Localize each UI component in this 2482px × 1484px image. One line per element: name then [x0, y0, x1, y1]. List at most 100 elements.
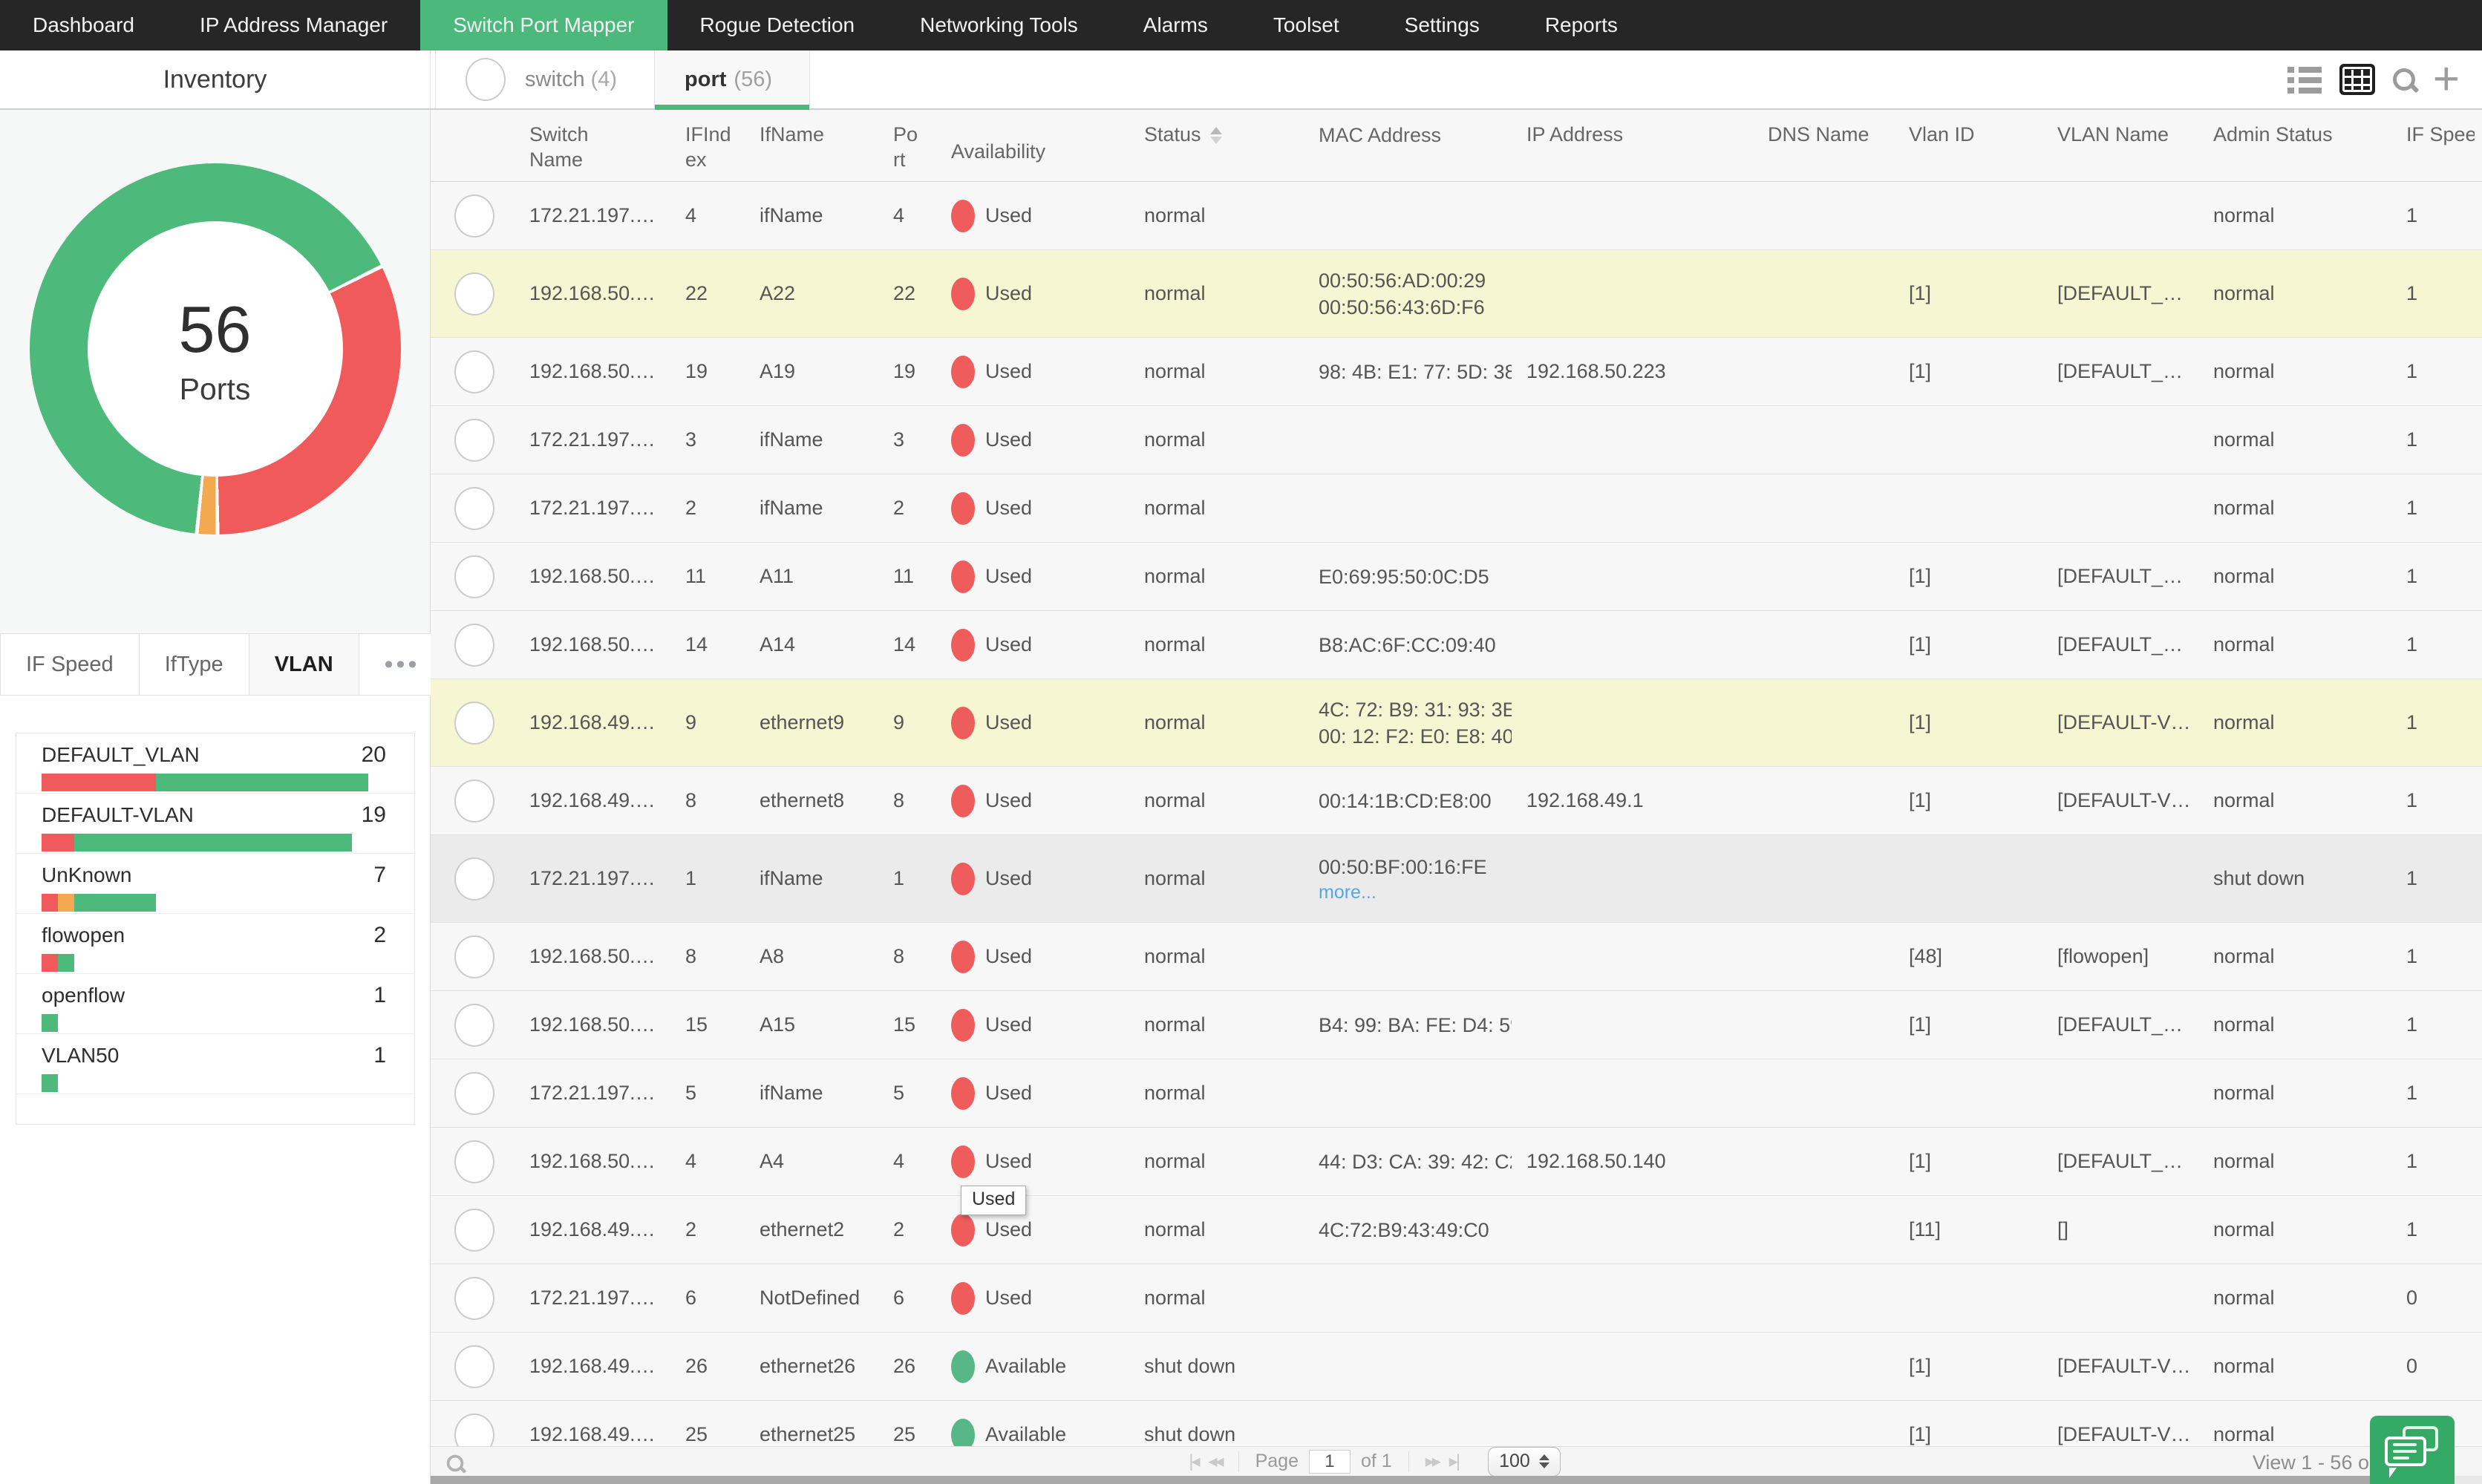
sort-icon[interactable]: [1209, 127, 1222, 145]
table-row[interactable]: 172.21.197.… 2 ifName 2 Used normal normal 1: [431, 474, 2482, 543]
page-number-input[interactable]: [1308, 1449, 1351, 1474]
cell-switch-name: 192.168.50.…: [529, 633, 656, 656]
rows-per-page-select[interactable]: 100: [1488, 1446, 1561, 1477]
vlan-usage-bar: [42, 894, 386, 912]
col-header-switch-name[interactable]: Switch Name: [529, 123, 589, 171]
nav-item-dashboard[interactable]: Dashboard: [33, 13, 134, 36]
table-row[interactable]: 172.21.197.… 4 ifName 4 Used normal normal 1: [431, 182, 2482, 250]
col-header-admin-status[interactable]: Admin Status: [2213, 123, 2333, 146]
add-icon[interactable]: +: [2432, 53, 2460, 105]
top-nav: Dashboard IP Address Manager Switch Port M…: [0, 0, 2482, 50]
chat-button[interactable]: [2370, 1416, 2455, 1484]
row-radio[interactable]: [454, 1208, 494, 1252]
select-all-radio[interactable]: [466, 58, 506, 101]
table-row[interactable]: 192.168.49.… 8 ethernet8 8 Used normal 00:14:1…: [431, 767, 2482, 835]
row-radio[interactable]: [454, 779, 494, 823]
cell-port: 14: [893, 633, 916, 656]
table-row[interactable]: 192.168.50.… 11 A11 11 Used normal E0:69:95:50…: [431, 543, 2482, 611]
table-row[interactable]: 172.21.197.… 1 ifName 1 Used normal 00:50:BF:0…: [431, 835, 2482, 923]
chart-tab-iftype[interactable]: IfType: [139, 633, 249, 696]
col-header-ifname[interactable]: IfName: [760, 123, 825, 146]
row-radio[interactable]: [454, 1071, 494, 1115]
table-body: 172.21.197.… 4 ifName 4 Used normal normal 1 192…: [431, 182, 2482, 1446]
row-radio[interactable]: [454, 418, 494, 462]
tab-port[interactable]: port (56): [655, 50, 810, 110]
row-radio[interactable]: [454, 194, 494, 238]
row-radio[interactable]: [454, 1413, 494, 1446]
row-radio[interactable]: [454, 1140, 494, 1183]
nav-item-ip-address-manager[interactable]: IP Address Manager: [199, 13, 388, 36]
cell-vlan-name: [DEFAULT-V…: [2057, 789, 2191, 811]
table-row[interactable]: 172.21.197.… 5 ifName 5 Used normal normal 1: [431, 1059, 2482, 1128]
list-view-icon[interactable]: [2287, 65, 2322, 94]
horizontal-scrollbar[interactable]: [431, 1476, 2482, 1484]
chart-tab-vlan[interactable]: VLAN: [249, 633, 359, 696]
col-header-if-speed[interactable]: IF Speed: [2406, 123, 2475, 146]
nav-item-reports[interactable]: Reports: [1544, 13, 1618, 36]
nav-item-networking-tools[interactable]: Networking Tools: [920, 13, 1078, 36]
vlan-item-vlan50[interactable]: VLAN50 1: [16, 1034, 414, 1094]
vlan-item-openflow[interactable]: openflow 1: [16, 974, 414, 1034]
search-icon[interactable]: [2392, 68, 2415, 91]
table-row[interactable]: 192.168.50.… 4 A4 4 Used normal 44: D3: CA: 39…: [431, 1128, 2482, 1196]
nav-item-rogue-detection[interactable]: Rogue Detection: [699, 13, 855, 36]
col-header-ip-address[interactable]: IP Address: [1526, 123, 1624, 146]
table-row[interactable]: 192.168.50.… 22 A22 22 Used normal 00:50:56:AD…: [431, 250, 2482, 338]
grid-view-icon[interactable]: [2339, 64, 2375, 95]
table-row[interactable]: 192.168.50.… 19 A19 19 Used normal 98: 4B: E1:…: [431, 338, 2482, 406]
col-header-vlan-id[interactable]: Vlan ID: [1909, 123, 1975, 146]
col-header-dns-name[interactable]: DNS Name: [1768, 123, 1869, 146]
row-radio[interactable]: [454, 1276, 494, 1320]
nav-item-toolset[interactable]: Toolset: [1273, 13, 1339, 36]
row-select-cell: [431, 418, 518, 462]
nav-item-alarms[interactable]: Alarms: [1143, 13, 1208, 36]
cell-ifindex: 6: [685, 1287, 697, 1309]
table-row[interactable]: 172.21.197.… 3 ifName 3 Used normal normal 1: [431, 406, 2482, 474]
table-row[interactable]: 192.168.49.… 2 ethernet2 2 Used normal 4C:72:B…: [431, 1196, 2482, 1264]
cell-mac-address: B8:AC:6F:CC:09:40: [1304, 632, 1512, 658]
cell-vlan-name: [DEFAULT_…: [2057, 565, 2184, 587]
table-row[interactable]: 192.168.50.… 15 A15 15 Used normal B4: 99: BA:…: [431, 991, 2482, 1059]
col-header-ifindex[interactable]: IFIndex: [685, 123, 731, 171]
cell-port: 3: [893, 428, 905, 451]
vlan-item-default-vlan[interactable]: DEFAULT_VLAN 20: [16, 733, 414, 794]
row-radio[interactable]: [454, 272, 494, 316]
last-page-icon[interactable]: ▸|: [1449, 1451, 1460, 1471]
first-page-icon[interactable]: |◂: [1189, 1451, 1200, 1471]
col-header-port[interactable]: Port: [893, 123, 918, 171]
row-radio[interactable]: [454, 623, 494, 667]
next-page-icon[interactable]: ▸▸: [1425, 1451, 1441, 1471]
availability-label: Used: [985, 1013, 1033, 1036]
row-radio[interactable]: [454, 555, 494, 598]
table-row[interactable]: 192.168.49.… 9 ethernet9 9 Used normal 4C: 72:…: [431, 679, 2482, 767]
col-header-status[interactable]: Status: [1129, 110, 1304, 181]
table-row[interactable]: 192.168.49.… 25 ethernet25 25 Available shut …: [431, 1401, 2482, 1446]
chart-tab-if-speed[interactable]: IF Speed: [0, 633, 140, 696]
table-row[interactable]: 192.168.50.… 14 A14 14 Used normal B8:AC:6F:CC…: [431, 611, 2482, 679]
row-radio[interactable]: [454, 857, 494, 900]
col-header-availability[interactable]: Availability: [951, 140, 1046, 163]
mac-more-link[interactable]: more...: [1319, 881, 1376, 903]
availability-dot: [951, 491, 975, 525]
row-radio[interactable]: [454, 1344, 494, 1388]
table-search-icon[interactable]: [446, 1454, 464, 1472]
nav-item-switch-port-mapper[interactable]: Switch Port Mapper: [420, 0, 667, 50]
row-radio[interactable]: [454, 350, 494, 393]
table-row[interactable]: 172.21.197.… 6 NotDefined 6 Used normal normal…: [431, 1264, 2482, 1333]
row-radio[interactable]: [454, 701, 494, 745]
col-header-vlan-name[interactable]: VLAN Name: [2057, 123, 2169, 146]
row-radio[interactable]: [454, 486, 494, 530]
vlan-item-unknown[interactable]: UnKnown 7: [16, 854, 414, 914]
prev-page-icon[interactable]: ◂◂: [1208, 1451, 1224, 1471]
tab-switch[interactable]: switch (4): [435, 50, 656, 108]
vlan-item-flowopen[interactable]: flowopen 2: [16, 914, 414, 974]
nav-item-settings[interactable]: Settings: [1404, 13, 1480, 36]
table-row[interactable]: 192.168.50.… 8 A8 8 Used normal [48] [flowopen]…: [431, 923, 2482, 991]
scrollbar-thumb[interactable]: [431, 1476, 2400, 1484]
col-header-mac-address[interactable]: MAC Address: [1319, 124, 1442, 146]
row-radio[interactable]: [454, 935, 494, 978]
vlan-item-default-vlan[interactable]: DEFAULT-VLAN 19: [16, 794, 414, 854]
row-radio[interactable]: [454, 1003, 494, 1047]
cell-if-speed: 0: [2406, 1355, 2418, 1377]
table-row[interactable]: 192.168.49.… 26 ethernet26 26 Available shut …: [431, 1333, 2482, 1401]
